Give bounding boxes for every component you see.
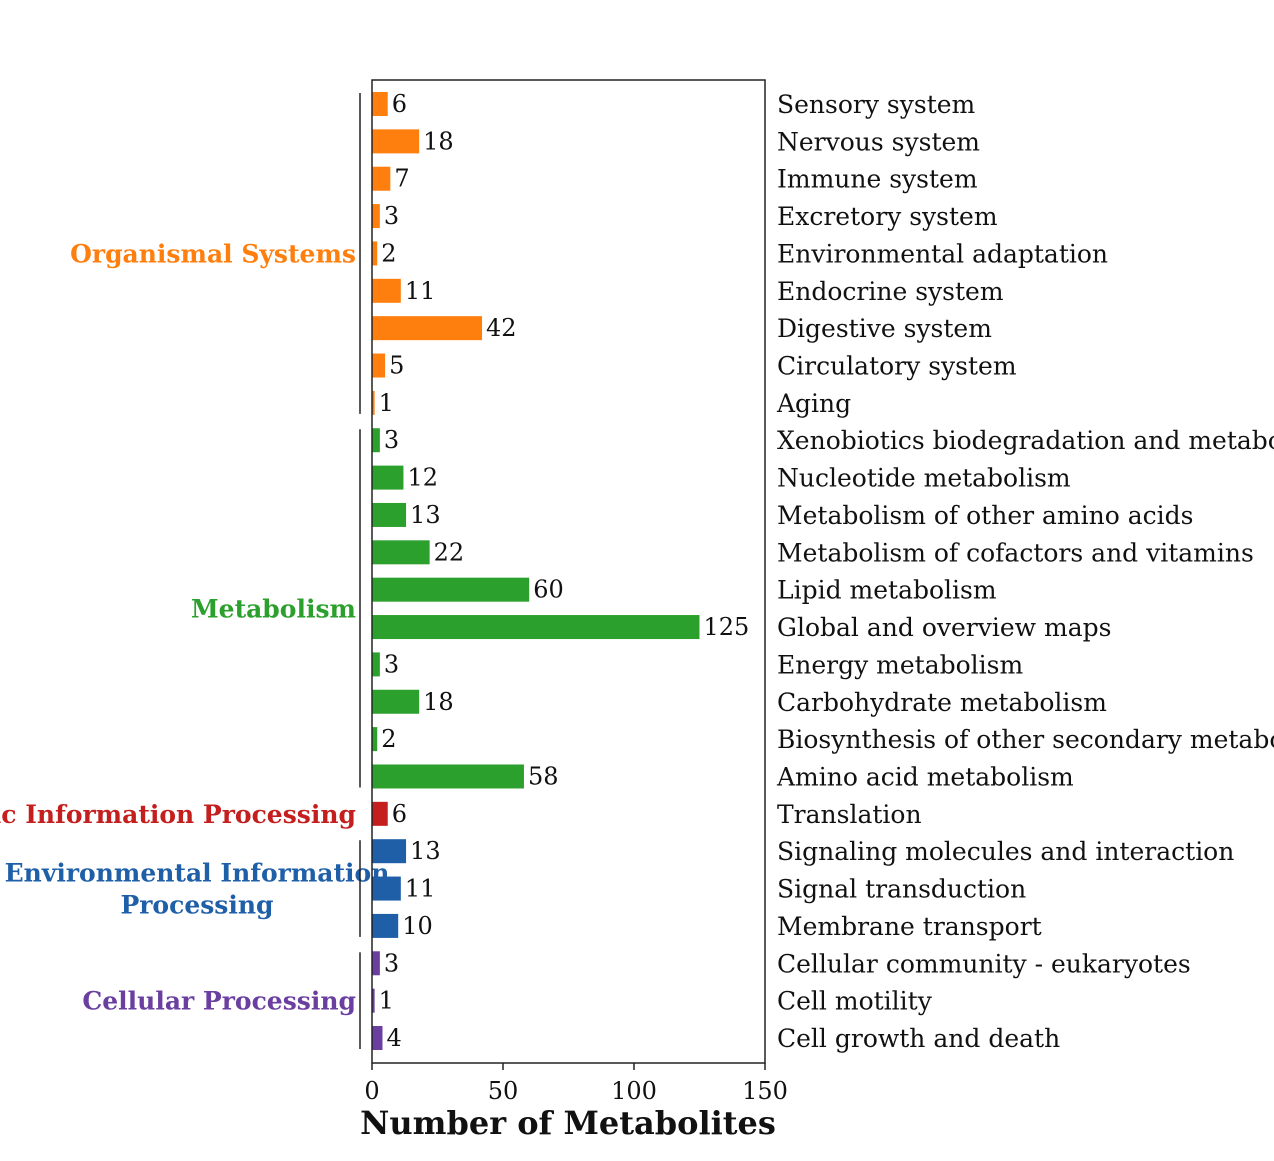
bar [372, 540, 430, 565]
group-label-line: Environmental Information [5, 859, 390, 888]
bar [372, 615, 700, 640]
bar-value-label: 3 [384, 949, 399, 977]
bar-value-label: 22 [434, 538, 465, 566]
bar-value-label: 3 [384, 202, 399, 230]
bar [372, 577, 530, 602]
bar [372, 652, 380, 677]
group-labels: Organismal Systems Metabolism Genetic Info… [0, 239, 389, 1015]
category-label: Cellular community - eukaryotes [777, 949, 1191, 978]
category-label: Signal transduction [777, 875, 1026, 904]
category-label: Immune system [777, 165, 978, 194]
bar [372, 204, 380, 229]
group-label: Cellular Processing [82, 987, 356, 1016]
category-label: Endocrine system [777, 277, 1004, 306]
category-label: Metabolism of cofactors and vitamins [777, 538, 1254, 567]
category-label: Translation [777, 800, 922, 829]
bar-value-label: 6 [392, 800, 407, 828]
bar [372, 502, 407, 527]
bar-value-label: 125 [704, 613, 750, 641]
bar-value-label: 4 [386, 1024, 401, 1052]
bar [372, 1026, 383, 1050]
bar [372, 278, 401, 303]
x-tick-label: 100 [611, 1077, 657, 1105]
bar-value-label: 5 [389, 352, 404, 380]
bar [372, 390, 375, 415]
bar-value-label: 1 [379, 389, 394, 417]
bar [372, 764, 524, 789]
category-label: Environmental adaptation [777, 239, 1108, 268]
category-label: Aging [776, 389, 851, 418]
bar-value-label: 13 [410, 837, 441, 865]
bar-value-label: 10 [402, 912, 433, 940]
bar [372, 166, 391, 191]
x-axis: 0 50 100 150 [364, 1063, 788, 1105]
bar-value-label: 58 [528, 762, 559, 790]
bar-value-label: 60 [533, 576, 564, 604]
category-label: Cell growth and death [777, 1024, 1060, 1053]
bar-value-label: 3 [384, 426, 399, 454]
bar [372, 876, 401, 901]
x-tick-label: 50 [488, 1077, 519, 1105]
bar [372, 727, 378, 752]
bar [372, 428, 380, 453]
category-label: Global and overview maps [777, 613, 1111, 642]
group-label: Metabolism [191, 594, 356, 623]
bar-value-label: 12 [407, 464, 438, 492]
group-label: Genetic Information Processing [0, 800, 356, 829]
bar-value-label: 6 [392, 90, 407, 118]
bar [372, 689, 420, 714]
bar [372, 353, 386, 378]
category-label: Digestive system [777, 314, 992, 343]
bar [372, 988, 375, 1013]
category-label: Cell motility [777, 987, 933, 1016]
bar [372, 801, 388, 826]
category-label: Amino acid metabolism [776, 762, 1074, 791]
category-label: Metabolism of other amino acids [777, 501, 1193, 530]
bar-value-label: 3 [384, 650, 399, 678]
bar-value-label: 11 [405, 875, 436, 903]
bar-value-label: 42 [486, 314, 517, 342]
category-label: Carbohydrate metabolism [777, 688, 1107, 717]
bar [372, 951, 380, 976]
bar [372, 913, 399, 938]
bars [372, 92, 700, 1050]
x-tick-label: 150 [742, 1077, 788, 1105]
bar [372, 129, 420, 154]
category-label: Xenobiotics biodegradation and metabolis… [777, 426, 1274, 455]
category-label: Nervous system [777, 127, 980, 156]
bar-value-label: 1 [379, 987, 394, 1015]
bar-value-label: 13 [410, 501, 441, 529]
bar-value-label: 18 [423, 688, 454, 716]
group-label-line: Processing [120, 891, 273, 920]
bar-value-label: 7 [394, 165, 409, 193]
bar-value-label: 11 [405, 277, 436, 305]
category-label: Energy metabolism [777, 650, 1023, 679]
bar-value-label: 2 [381, 725, 396, 753]
bar [372, 839, 407, 864]
category-labels: Sensory system Nervous system Immune syste… [776, 90, 1274, 1053]
bar-value-label: 18 [423, 127, 454, 155]
bar [372, 465, 404, 490]
category-label: Signaling molecules and interaction [777, 837, 1234, 866]
x-axis-title: Number of Metabolites [360, 1104, 776, 1142]
bar [372, 316, 483, 341]
category-label: Biosynthesis of other secondary metaboli… [777, 725, 1274, 754]
category-label: Nucleotide metabolism [777, 464, 1071, 493]
bar [372, 241, 378, 266]
group-label: Organismal Systems [70, 239, 356, 268]
category-label: Lipid metabolism [777, 576, 997, 605]
bar [372, 92, 388, 116]
category-label: Sensory system [777, 90, 976, 119]
category-label: Excretory system [777, 202, 998, 231]
x-tick-label: 0 [364, 1077, 379, 1105]
plot-frame [371, 79, 766, 1064]
bar-value-label: 2 [381, 239, 396, 267]
category-label: Membrane transport [777, 912, 1042, 941]
category-label: Circulatory system [777, 352, 1017, 381]
